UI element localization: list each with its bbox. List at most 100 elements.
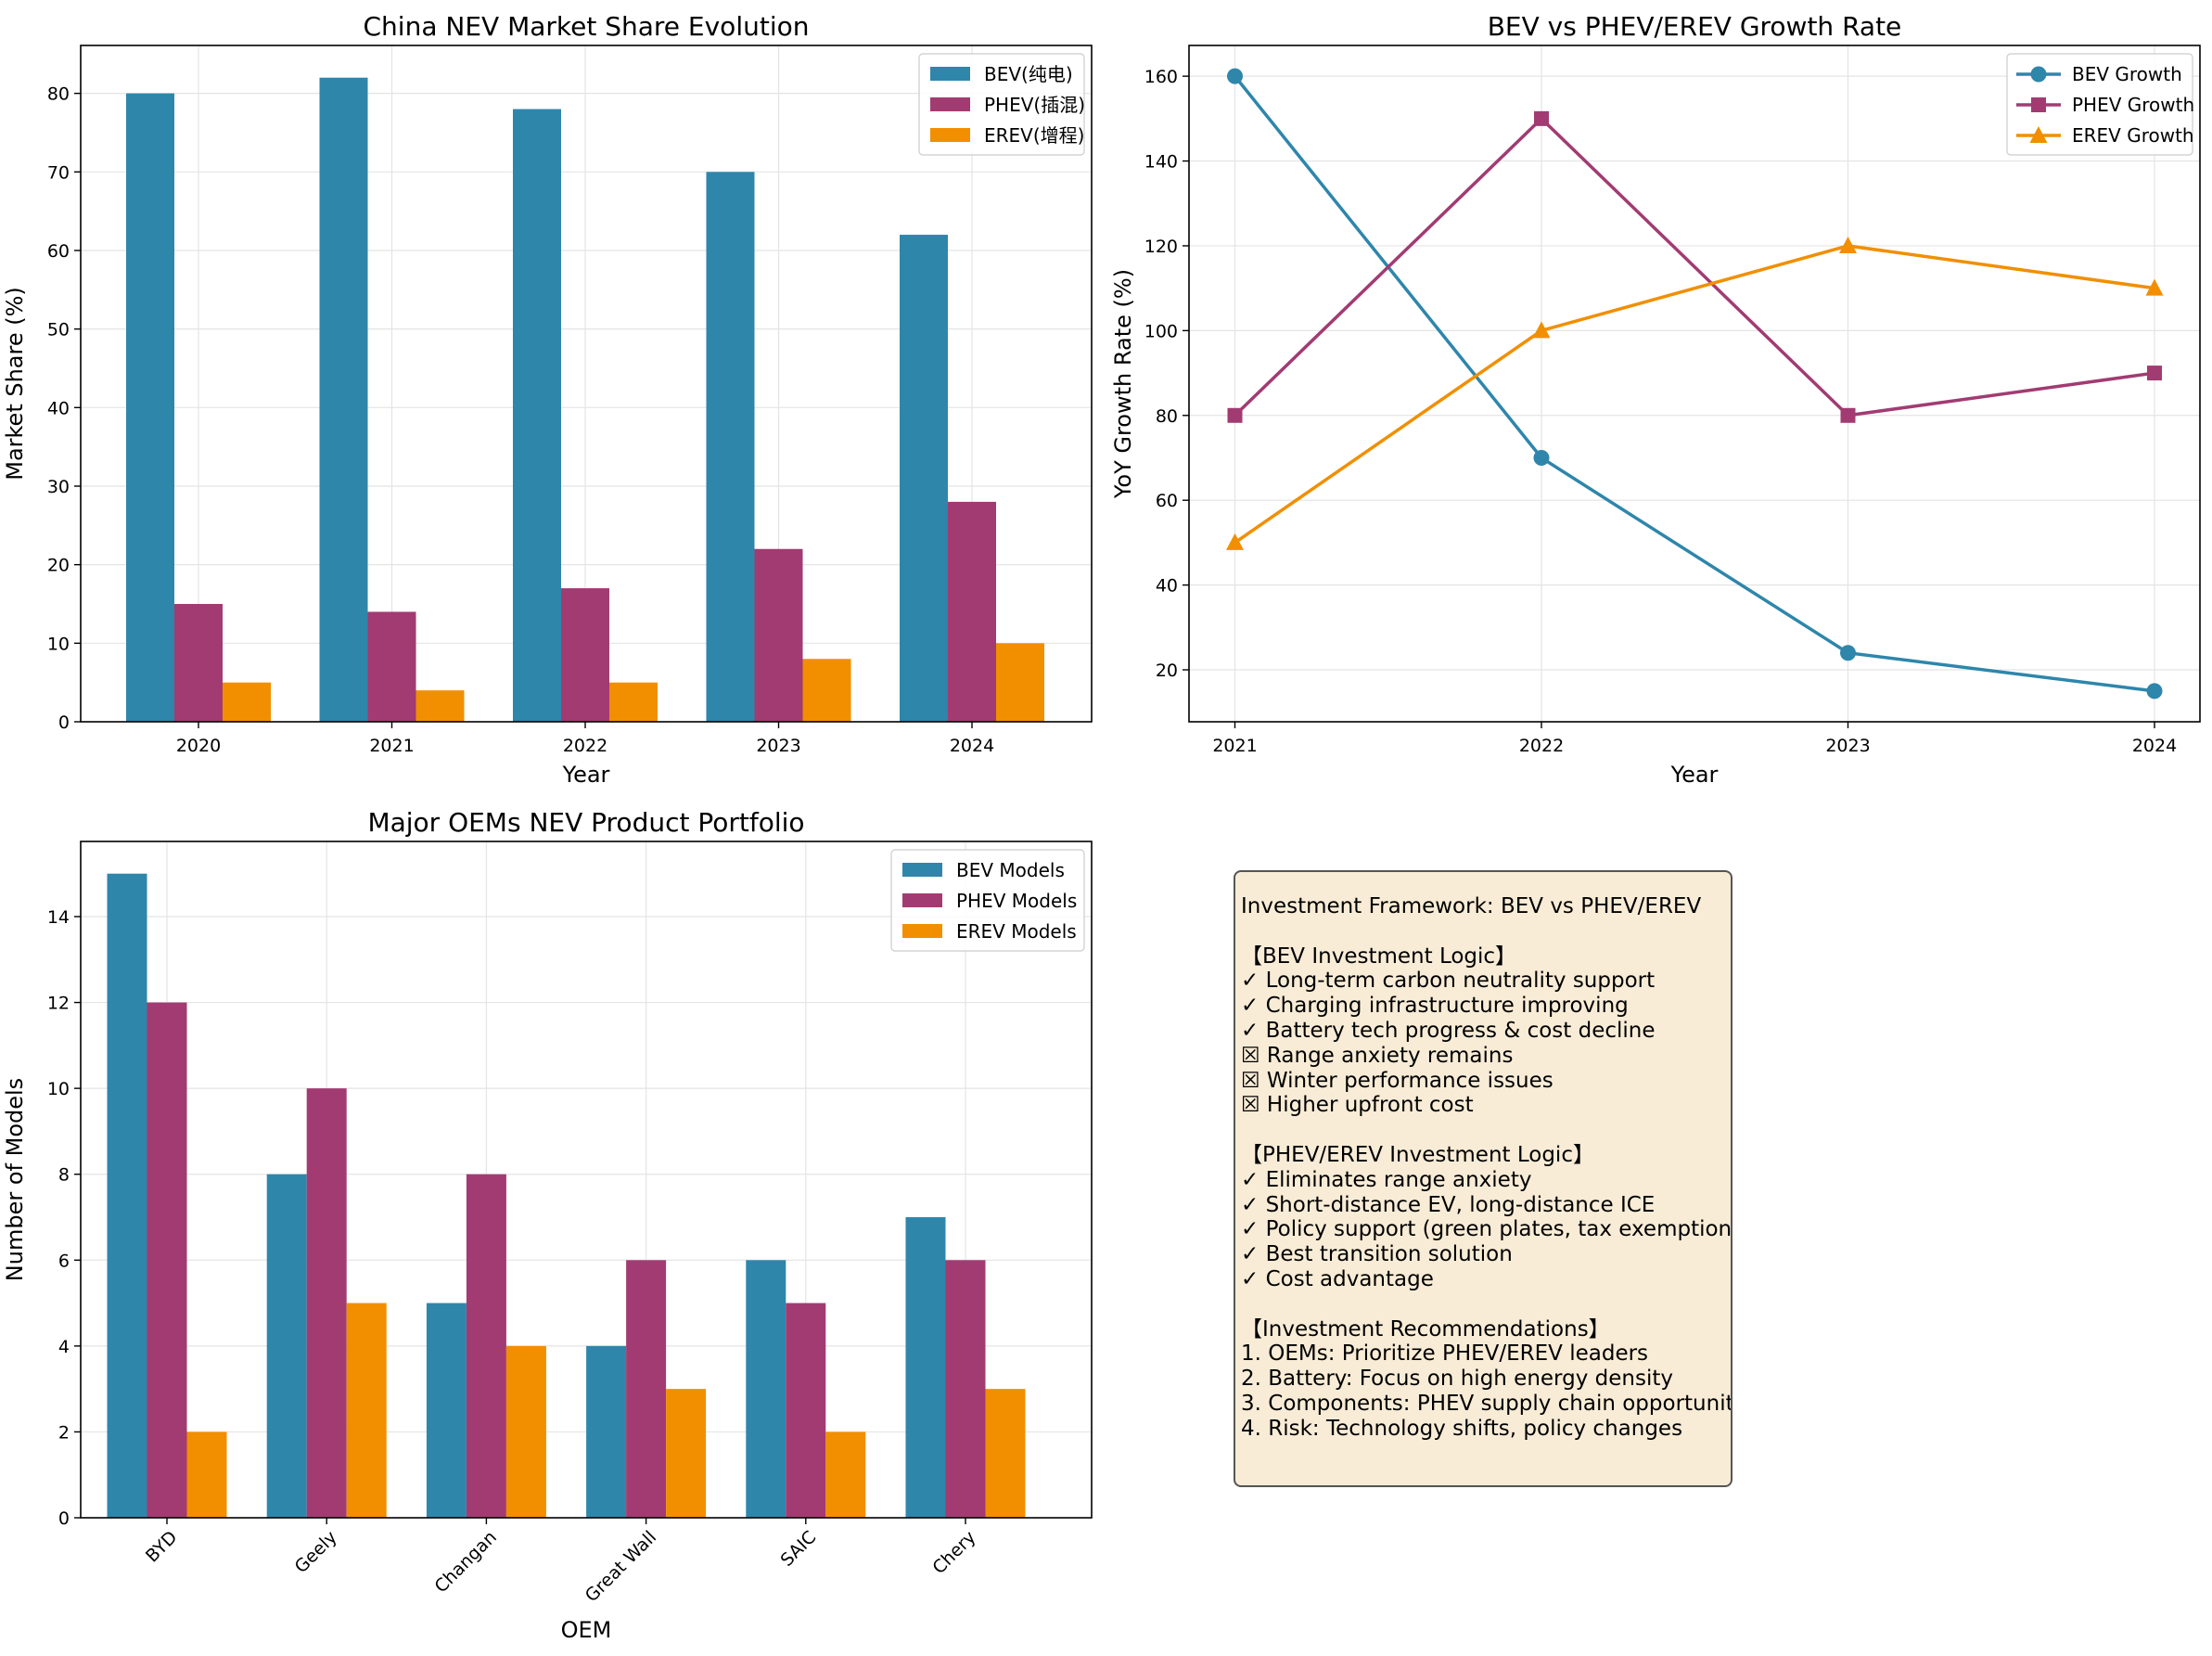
- y-tick-label: 80: [1156, 406, 1178, 427]
- legend-swatch: [902, 863, 942, 877]
- bar: [266, 1174, 307, 1518]
- legend-label: PHEV(插混): [984, 94, 1085, 116]
- framework-line: ✓ Best transition solution: [1241, 1242, 1513, 1267]
- y-tick-label: 40: [1156, 576, 1178, 597]
- data-point: [1534, 110, 1549, 126]
- y-axis-label: Market Share (%): [2, 287, 28, 481]
- data-point: [2145, 278, 2164, 296]
- framework-line: ✓ Policy support (green plates, tax exem…: [1241, 1217, 1733, 1242]
- data-point: [1226, 533, 1244, 550]
- bar: [306, 1088, 347, 1518]
- y-tick-label: 8: [58, 1165, 70, 1186]
- x-axis-label: OEM: [561, 1617, 612, 1643]
- bar-erev: [996, 643, 1044, 722]
- bar: [626, 1260, 667, 1518]
- bar-phev: [174, 603, 223, 722]
- bar-erev: [416, 690, 465, 722]
- data-point: [1840, 407, 1856, 423]
- bar: [466, 1174, 506, 1518]
- bar-bev: [900, 235, 948, 723]
- framework-line: ✓ Battery tech progress & cost decline: [1241, 1018, 1656, 1043]
- y-tick-label: 70: [47, 162, 70, 183]
- bar: [945, 1260, 986, 1518]
- legend-swatch: [930, 97, 970, 111]
- legend-swatch: [930, 67, 970, 81]
- y-tick-label: 120: [1144, 237, 1178, 257]
- bar-phev: [754, 548, 803, 722]
- bar: [147, 1002, 187, 1518]
- bar-erev: [609, 682, 658, 722]
- legend-marker: [2031, 97, 2046, 112]
- y-tick-label: 14: [47, 907, 70, 928]
- y-tick-label: 4: [58, 1337, 70, 1357]
- legend-label: EREV(增程): [984, 124, 1084, 147]
- x-tick-label: BYD: [142, 1527, 182, 1567]
- framework-line: 1. OEMs: Prioritize PHEV/EREV leaders: [1241, 1341, 1649, 1367]
- x-axis-label: Year: [1670, 762, 1719, 788]
- y-tick-label: 60: [47, 241, 70, 262]
- legend-marker: [2029, 126, 2048, 143]
- x-tick-label: 2021: [1212, 736, 1257, 756]
- framework-line: [1241, 1118, 1725, 1143]
- x-tick-label: Geely: [291, 1527, 341, 1577]
- framework-line: 3. Components: PHEV supply chain opportu…: [1241, 1391, 1733, 1416]
- bar-phev: [367, 611, 416, 722]
- x-tick-label: 2023: [1825, 736, 1870, 756]
- framework-line: 【Investment Recommendations】: [1241, 1316, 1610, 1341]
- y-axis-label: YoY Growth Rate (%): [1110, 269, 1136, 499]
- y-tick-label: 6: [58, 1251, 70, 1271]
- y-tick-label: 160: [1144, 67, 1178, 87]
- chart-title: BEV vs PHEV/EREV Growth Rate: [1488, 11, 1902, 42]
- y-tick-label: 10: [47, 634, 70, 654]
- framework-line: ✓ Eliminates range anxiety: [1241, 1167, 1532, 1192]
- chart-title: Major OEMs NEV Product Portfolio: [367, 807, 804, 838]
- bar-erev: [223, 682, 271, 722]
- x-tick-label: SAIC: [776, 1527, 820, 1571]
- axes-frame: [80, 45, 1093, 723]
- data-point: [1533, 449, 1550, 466]
- legend-marker: [2030, 66, 2047, 83]
- axes-frame: [1188, 45, 2201, 723]
- axes-frame: [80, 841, 1093, 1519]
- bar: [666, 1389, 707, 1518]
- data-point: [1840, 645, 1856, 661]
- bar-bev: [706, 172, 755, 722]
- data-point: [1532, 321, 1551, 339]
- x-tick-label: 2023: [756, 736, 800, 756]
- framework-line: 【PHEV/EREV Investment Logic】: [1241, 1142, 1594, 1167]
- y-tick-label: 2: [58, 1422, 70, 1443]
- y-tick-label: 30: [47, 477, 70, 497]
- framework-line: ☒ Higher upfront cost: [1241, 1093, 1474, 1118]
- series-line: [1234, 75, 2155, 693]
- y-tick-label: 0: [58, 1508, 70, 1529]
- bar-phev: [561, 588, 609, 722]
- bar: [186, 1431, 227, 1518]
- data-point: [1227, 407, 1243, 423]
- y-tick-label: 0: [58, 712, 70, 733]
- legend-swatch: [902, 924, 942, 938]
- legend-swatch: [930, 128, 970, 142]
- x-tick-label: 2022: [563, 736, 607, 756]
- framework-line: 2. Battery: Focus on high energy density: [1241, 1367, 1673, 1392]
- y-tick-label: 20: [47, 556, 70, 576]
- x-tick-label: 2021: [369, 736, 414, 756]
- oem-portfolio-chart: 0 2 4 6 8 10 12 14 BYD Geely Changan Great Wall SAIC…: [2, 807, 1093, 1643]
- bar: [905, 1217, 946, 1518]
- chart-title: China NEV Market Share Evolution: [364, 11, 810, 42]
- x-tick-label: 2024: [2132, 736, 2177, 756]
- bar: [505, 1345, 546, 1518]
- framework-line: Investment Framework: BEV vs PHEV/EREV: [1241, 894, 1702, 918]
- series-line: [1234, 244, 2155, 545]
- framework-line: 【BEV Investment Logic】: [1241, 944, 1517, 969]
- y-axis-label: Number of Models: [2, 1078, 28, 1281]
- y-tick-label: 40: [47, 398, 70, 418]
- bar-phev: [948, 501, 996, 722]
- bar: [746, 1260, 786, 1518]
- growth-rate-chart: 20 40 60 80 100 120 140 160 2021 2022 2023 2024 BEV …: [1110, 11, 2201, 788]
- legend-label: BEV Models: [956, 859, 1065, 881]
- framework-line: [1241, 1292, 1725, 1317]
- legend-label: EREV Models: [956, 920, 1077, 943]
- bar-bev: [319, 77, 368, 722]
- x-tick-label: Great Wall: [582, 1527, 660, 1606]
